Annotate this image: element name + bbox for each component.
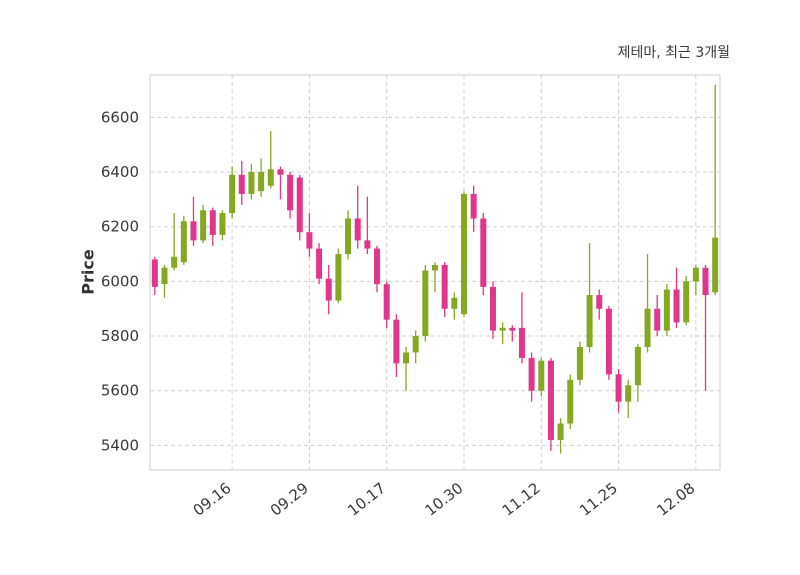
y-tick-label: 5800 — [101, 327, 139, 345]
candle-body — [374, 248, 381, 285]
candle-body — [345, 218, 352, 255]
candle-body — [663, 289, 670, 331]
y-tick-label: 6600 — [101, 108, 139, 126]
candle-body — [683, 281, 690, 323]
candle-body — [306, 232, 313, 249]
candle-body — [238, 174, 245, 194]
candle-body — [200, 210, 207, 241]
candle-body — [151, 259, 158, 287]
x-tick-label: 09.29 — [267, 479, 312, 520]
plot-border — [149, 74, 721, 471]
candle-body — [267, 169, 274, 186]
candle-body — [161, 267, 168, 285]
candle-body — [287, 174, 294, 211]
candle-body — [451, 297, 458, 309]
candle-body — [248, 172, 255, 194]
candle-body — [460, 193, 467, 315]
candle-body — [644, 308, 651, 347]
candle-body — [364, 240, 371, 249]
candle-body — [219, 213, 226, 235]
candle-body — [480, 218, 487, 287]
candle-body — [393, 319, 400, 364]
candle-body — [567, 379, 574, 424]
candle-body — [538, 360, 545, 391]
candle-body — [209, 210, 216, 235]
candle-body — [615, 374, 622, 402]
candle-body — [325, 278, 332, 301]
candle-body — [470, 193, 477, 219]
x-tick-label: 11.25 — [576, 479, 621, 520]
candle-body — [412, 336, 419, 353]
chart-title: 제테마, 최근 3개월 — [617, 45, 730, 61]
candle-body — [634, 346, 641, 386]
candle-body — [258, 172, 265, 192]
y-tick-label: 5600 — [101, 382, 139, 400]
candle-body — [171, 256, 178, 268]
candle-body — [489, 286, 496, 331]
candle-body — [229, 174, 236, 214]
candle-body — [296, 177, 303, 233]
x-tick-label: 10.17 — [344, 479, 389, 520]
candle-body — [557, 423, 564, 440]
candle-body — [509, 327, 516, 331]
candle-body — [354, 218, 361, 241]
candle-body — [499, 327, 506, 331]
candle-body — [673, 289, 680, 323]
candle-body — [277, 169, 284, 175]
candle-body — [605, 308, 612, 375]
y-tick-label: 6400 — [101, 163, 139, 181]
x-tick-label: 09.16 — [190, 479, 235, 520]
candle-body — [316, 248, 323, 279]
y-tick-label: 5400 — [101, 436, 139, 454]
candle-body — [190, 221, 197, 241]
x-tick-label: 10.30 — [422, 479, 467, 520]
x-tick-label: 12.08 — [653, 479, 698, 520]
candle-body — [335, 254, 342, 301]
candle-body — [422, 270, 429, 337]
x-tick-label: 11.12 — [499, 479, 544, 520]
candle-body — [712, 237, 719, 293]
candle-body — [654, 308, 661, 331]
y-tick-label: 6000 — [101, 272, 139, 290]
candle-body — [403, 352, 410, 364]
candle-body — [586, 295, 593, 347]
y-tick-label: 6200 — [101, 218, 139, 236]
candle-body — [180, 221, 187, 263]
candle-body — [441, 264, 448, 309]
candle-body — [518, 327, 525, 358]
candle-body — [625, 385, 632, 402]
candle-body — [432, 264, 438, 271]
candle-body — [692, 267, 699, 282]
candle-body — [528, 357, 535, 391]
candle-body — [596, 295, 603, 309]
candle-body — [702, 267, 709, 296]
candle-body — [576, 346, 583, 380]
candle-body — [547, 360, 554, 440]
candle-body — [383, 284, 390, 320]
